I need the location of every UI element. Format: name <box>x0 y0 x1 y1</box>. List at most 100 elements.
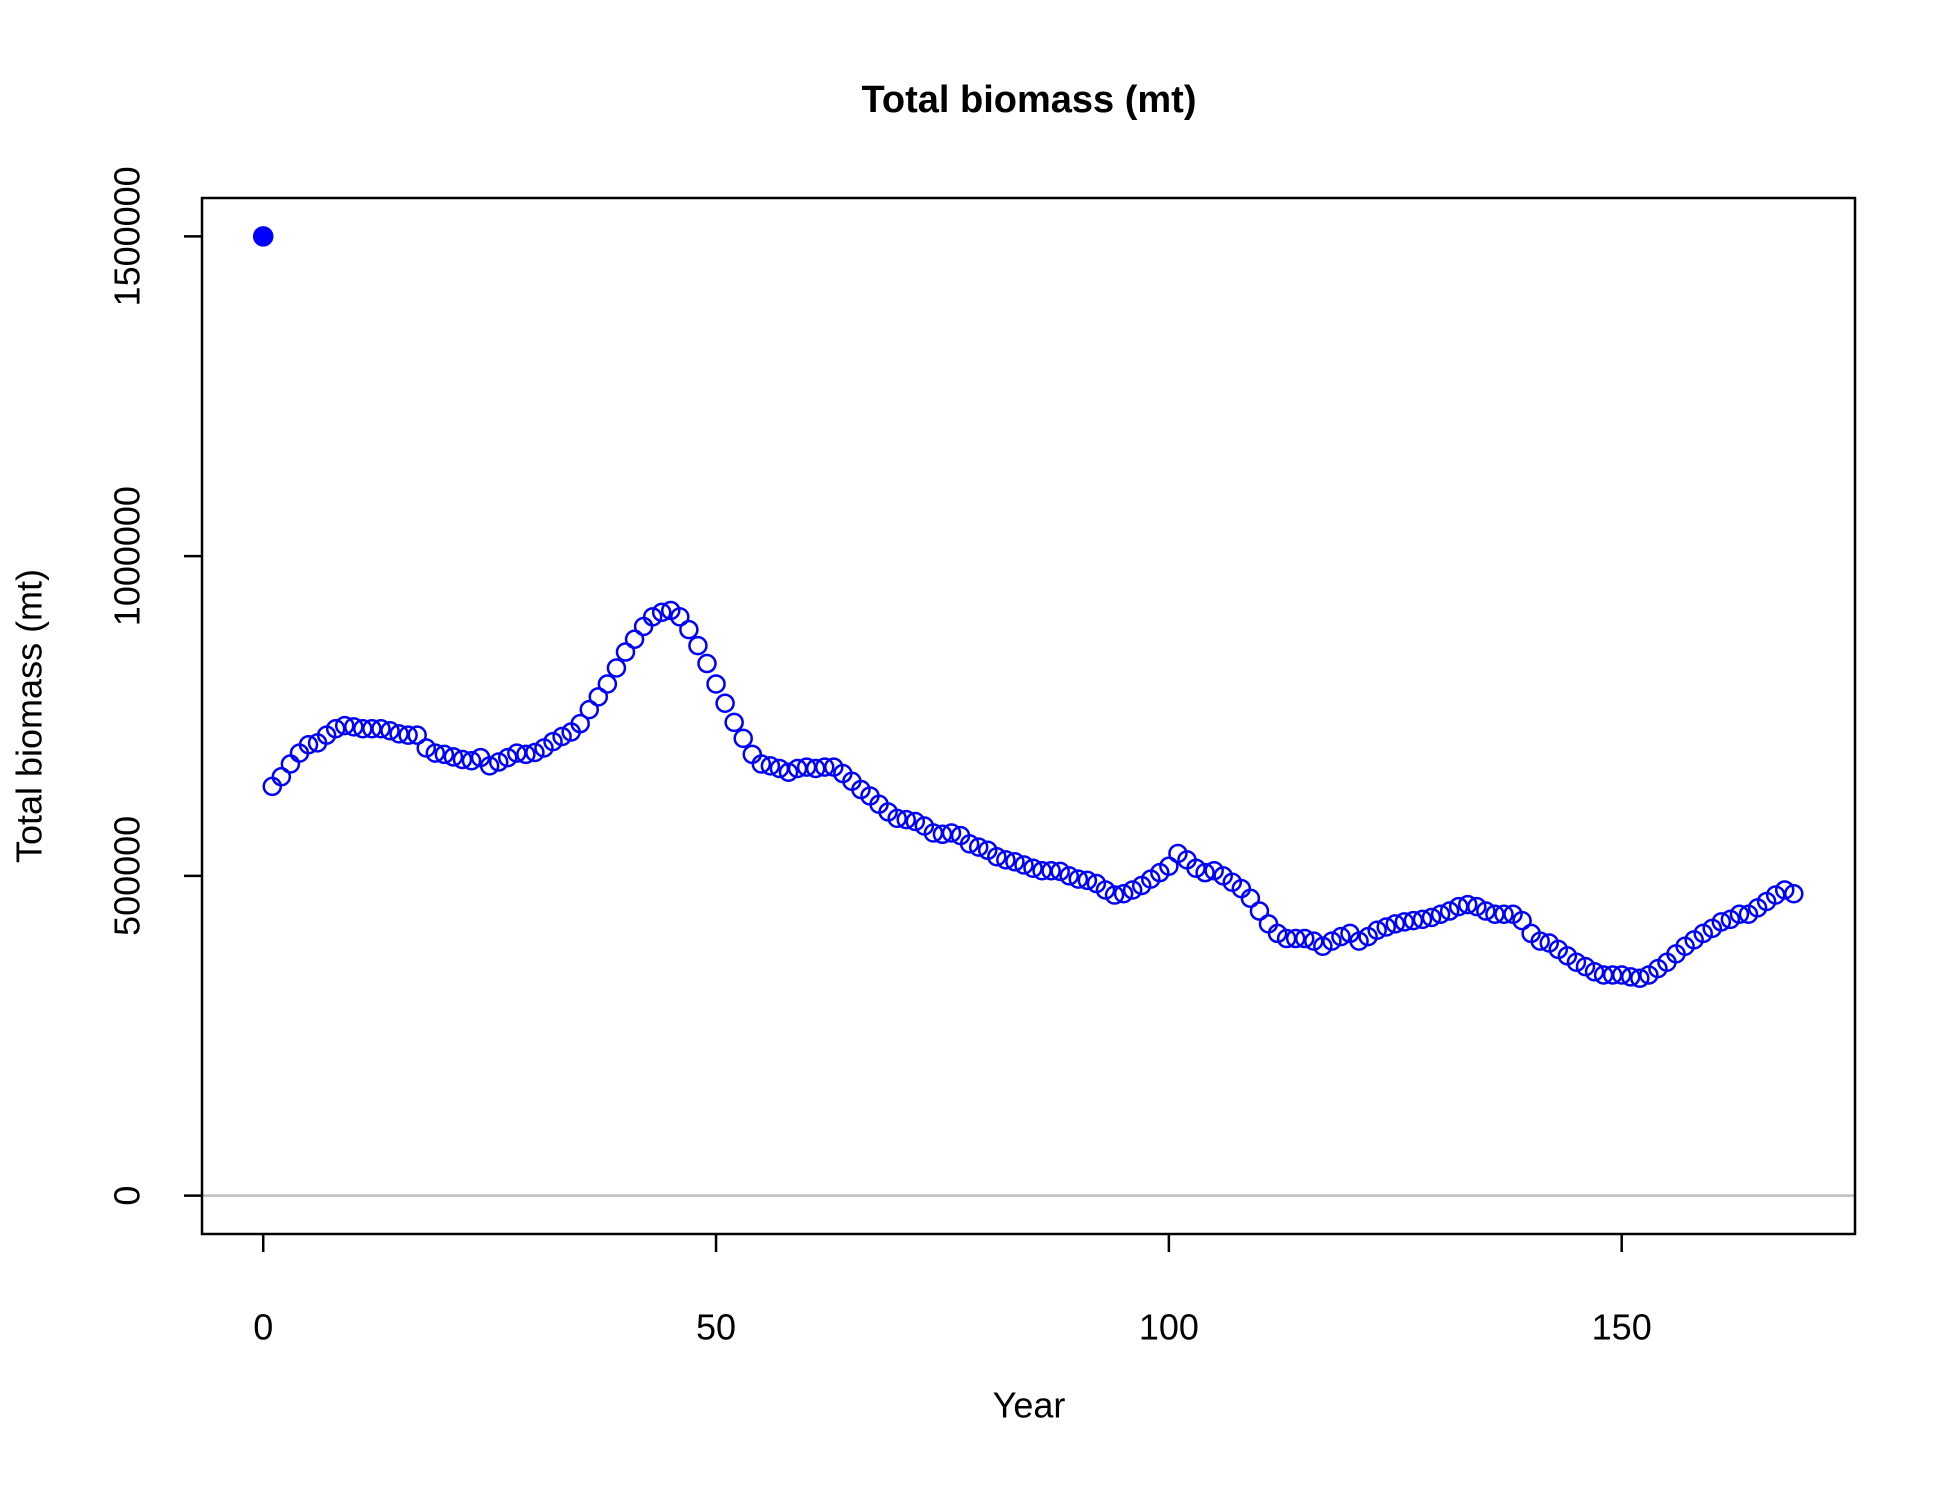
point <box>670 607 690 627</box>
point <box>525 742 545 763</box>
point <box>1014 855 1034 875</box>
point <box>1602 965 1623 985</box>
point <box>452 749 473 770</box>
point <box>968 837 989 857</box>
point <box>751 754 772 774</box>
point <box>1439 901 1460 921</box>
point <box>633 616 654 637</box>
point <box>742 744 763 765</box>
point <box>516 744 536 765</box>
point <box>1621 967 1641 987</box>
point <box>570 713 590 734</box>
point <box>1294 928 1315 949</box>
point <box>1104 885 1125 905</box>
point <box>1457 894 1478 915</box>
point <box>1376 917 1396 937</box>
point <box>987 846 1007 867</box>
point <box>778 762 799 783</box>
point <box>1005 852 1025 872</box>
point <box>896 809 916 830</box>
point <box>1367 920 1387 940</box>
point <box>724 712 744 733</box>
point <box>362 719 382 739</box>
point <box>488 752 509 772</box>
point <box>1050 861 1070 882</box>
point <box>1530 931 1550 951</box>
point <box>344 717 364 737</box>
point <box>606 658 627 678</box>
point <box>615 642 636 662</box>
point <box>887 808 907 829</box>
point <box>434 744 455 765</box>
point <box>271 767 292 787</box>
point <box>697 653 717 674</box>
point <box>1512 910 1532 931</box>
point <box>252 226 274 247</box>
x-tick-label: 0 <box>253 1307 273 1348</box>
point <box>679 619 699 640</box>
point <box>1249 901 1270 921</box>
point <box>1349 931 1369 951</box>
point <box>642 607 663 627</box>
point <box>1403 910 1424 931</box>
point <box>425 743 446 763</box>
point <box>1394 912 1415 932</box>
x-tick-label: 100 <box>1139 1307 1199 1348</box>
point <box>1077 870 1098 891</box>
point <box>1059 866 1080 886</box>
point <box>407 725 427 745</box>
point <box>905 811 926 832</box>
point <box>1331 926 1351 947</box>
point <box>1430 904 1451 924</box>
point <box>1494 904 1514 924</box>
y-tick-label: 500000 <box>107 816 148 936</box>
point <box>1041 861 1061 881</box>
point <box>1711 912 1732 932</box>
point <box>1385 914 1406 934</box>
plot-frame <box>200 196 1857 1236</box>
point <box>814 757 835 777</box>
y-tick-label: 1000000 <box>107 486 148 626</box>
point <box>398 725 418 745</box>
point <box>1068 869 1089 889</box>
point <box>760 756 781 776</box>
point <box>1476 901 1496 921</box>
point <box>1467 896 1487 917</box>
point <box>1023 858 1043 878</box>
point <box>280 754 301 774</box>
point <box>1729 904 1750 924</box>
point <box>996 850 1016 870</box>
x-tick-label: 50 <box>696 1307 736 1348</box>
point <box>624 629 645 650</box>
point <box>334 715 355 736</box>
point <box>1412 909 1433 930</box>
point <box>1774 880 1795 900</box>
point <box>1159 856 1179 877</box>
point <box>479 756 500 776</box>
point <box>651 602 672 623</box>
point <box>1240 888 1261 909</box>
x-tick-label: 150 <box>1592 1307 1652 1348</box>
point <box>588 687 609 707</box>
point <box>1122 880 1143 900</box>
point <box>1195 862 1215 883</box>
point <box>497 747 518 768</box>
point <box>579 699 600 720</box>
point <box>325 719 346 739</box>
point <box>941 823 962 843</box>
chart-title: Total biomass (mt) <box>862 79 1197 121</box>
point <box>706 674 726 694</box>
point <box>552 726 572 747</box>
point <box>597 674 618 694</box>
point <box>1285 928 1306 949</box>
point <box>1186 858 1206 878</box>
point <box>1258 914 1279 934</box>
point <box>688 635 708 656</box>
point <box>1421 907 1442 928</box>
point <box>1784 884 1804 904</box>
y-axis-label: Total biomass (mt) <box>9 569 50 863</box>
point <box>380 720 400 741</box>
point <box>733 728 753 749</box>
